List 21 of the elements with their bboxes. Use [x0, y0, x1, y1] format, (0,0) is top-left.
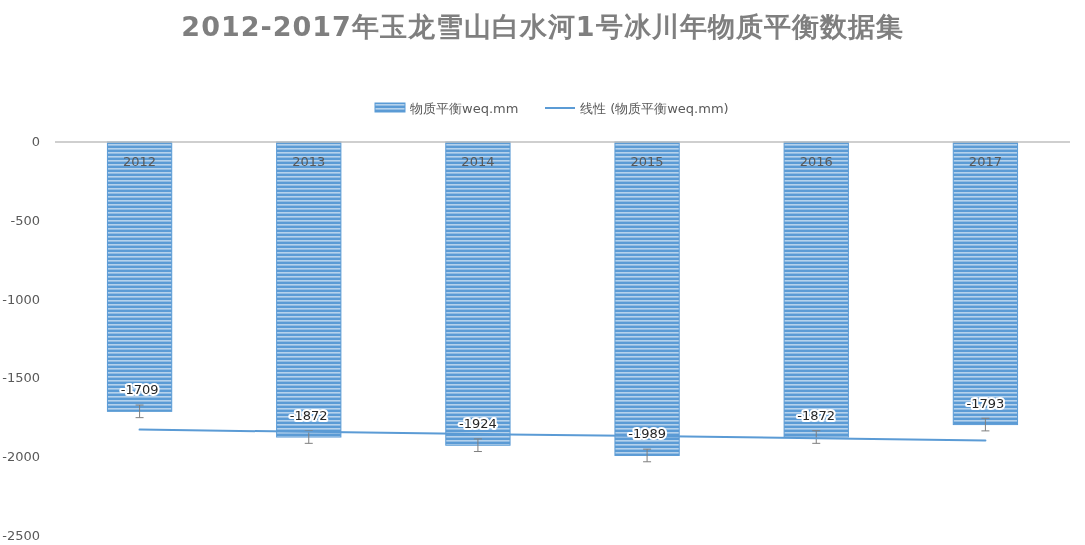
x-tick-label: 2014 [461, 154, 495, 169]
x-tick-label: 2012 [123, 154, 157, 169]
y-tick-label: -1000 [2, 291, 40, 307]
y-tick-label: -2500 [2, 528, 40, 543]
data-label: -1793 [966, 395, 1005, 411]
x-tick-label: 2017 [968, 154, 1002, 169]
legend-label: 线性 (物质平衡weq.mm) [580, 101, 729, 116]
data-label: -1872 [289, 408, 328, 424]
data-label: -1989 [628, 426, 666, 442]
y-tick-label: -500 [10, 212, 40, 228]
x-tick-label: 2016 [799, 154, 833, 169]
y-tick-label: 0 [31, 134, 40, 149]
chart-title: 2012-2017年玉龙雪山白水河1号冰川年物质平衡数据集 [181, 11, 904, 42]
data-label: -1709 [120, 382, 159, 398]
x-tick-label: 2015 [630, 154, 664, 169]
y-tick-label: -2000 [2, 449, 40, 465]
y-tick-label: -1500 [2, 370, 40, 386]
data-label: -1924 [459, 416, 497, 432]
data-label: -1872 [797, 408, 836, 424]
legend-label: 物质平衡weq.mm [410, 101, 519, 116]
x-tick-label: 2013 [292, 154, 326, 169]
